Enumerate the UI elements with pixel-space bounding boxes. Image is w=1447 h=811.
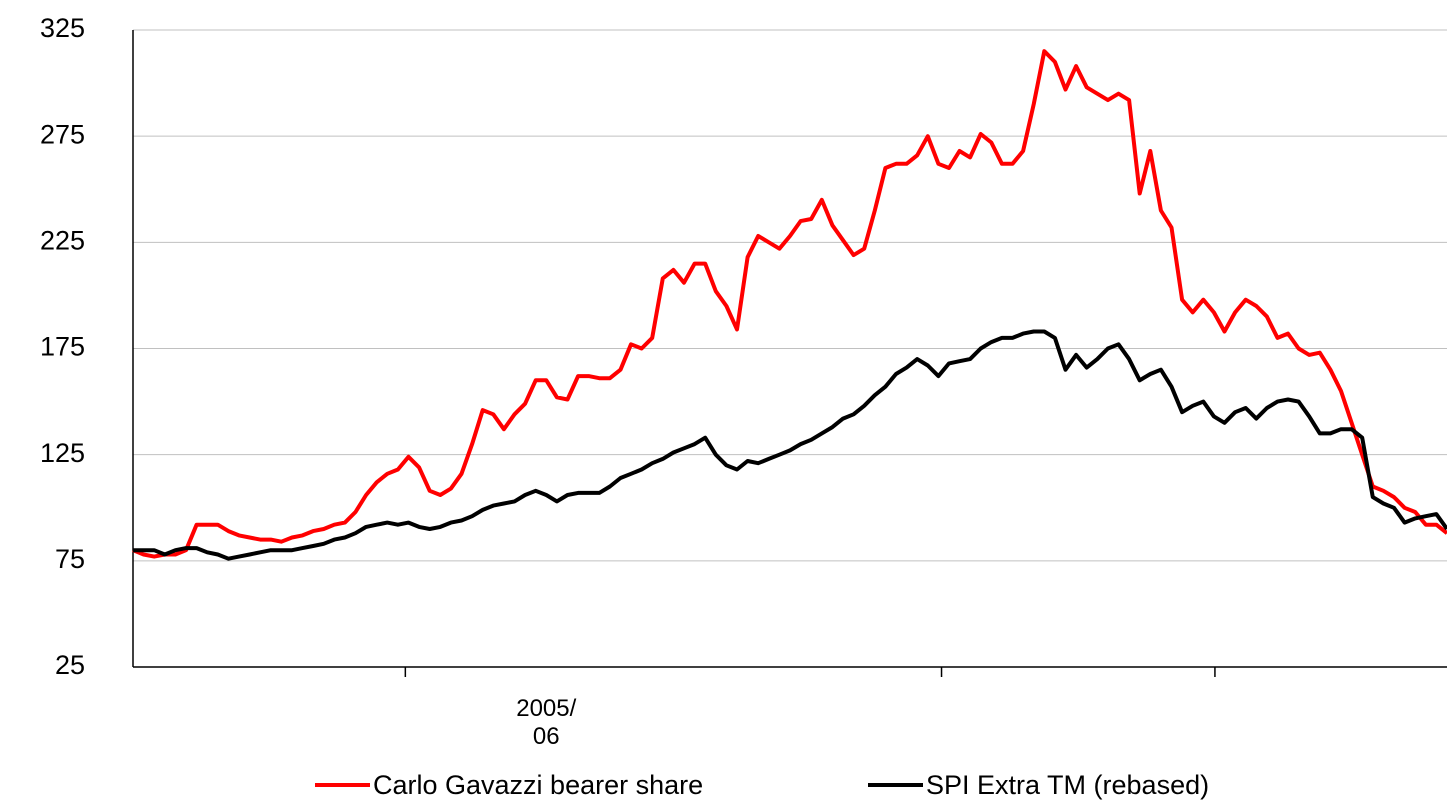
y-tick-label: 25 [55, 650, 85, 680]
y-tick-label: 75 [55, 544, 85, 574]
y-tick-label: 275 [40, 119, 85, 149]
y-tick-label: 125 [40, 438, 85, 468]
data-line [133, 329, 1447, 561]
data-line [132, 49, 1447, 559]
y-tick-label: 325 [40, 13, 85, 43]
y-tick-label: 175 [40, 332, 85, 362]
y-tick-label: 225 [40, 225, 85, 255]
legend-label: SPI Extra TM (rebased) [926, 770, 1209, 800]
legend-label: Carlo Gavazzi bearer share [373, 770, 703, 800]
x-tick-label: 2005/06 [516, 695, 577, 750]
